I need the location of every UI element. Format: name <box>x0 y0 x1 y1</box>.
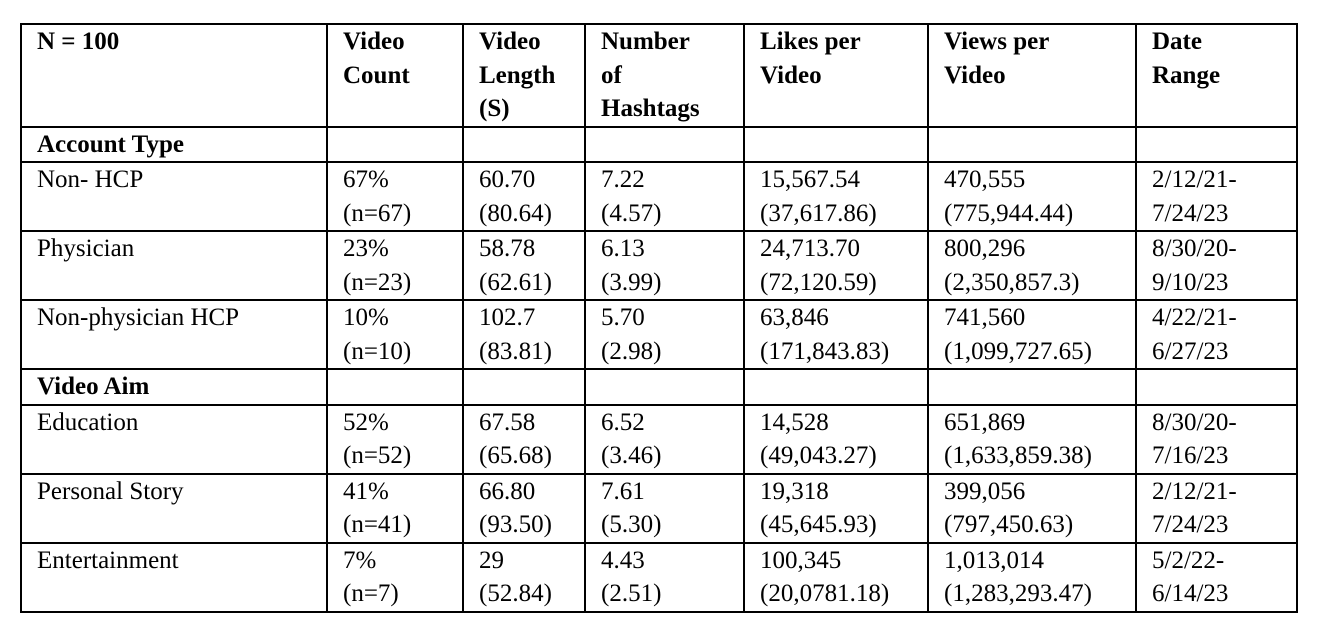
table-row: Physician 23% (n=23) 58.78 (62.61) 6.13 (3.… <box>20 230 1298 301</box>
views-cell: 1,013,014 (1,283,293.47) <box>927 541 1137 613</box>
views-cell: 651,869 (1,633,859.38) <box>927 403 1137 475</box>
header-number-of-hashtags: Number of Hashtags <box>584 23 745 128</box>
video-count-cell: 23% (n=23) <box>326 230 464 301</box>
table-row: Education 52% (n=52) 67.58 (65.68) 6.52 (3.… <box>20 403 1298 475</box>
video-length-cell: 60.70 (80.64) <box>462 161 586 232</box>
row-label-cell: Education <box>20 403 328 475</box>
row-label-cell: Non-physician HCP <box>20 299 328 370</box>
empty-cell <box>743 125 929 163</box>
date-range-cell: 8/30/20- 9/10/23 <box>1135 230 1298 301</box>
views-cell: 741,560 (1,099,727.65) <box>927 299 1137 370</box>
video-length-cell: 29 (52.84) <box>462 541 586 613</box>
header-video-count: Video Count <box>326 23 464 128</box>
hashtags-cell: 5.70 (2.98) <box>584 299 745 370</box>
likes-cell: 19,318 (45,645.93) <box>743 472 929 544</box>
date-range-cell: 2/12/21- 7/24/23 <box>1135 472 1298 544</box>
video-count-cell: 67% (n=67) <box>326 161 464 232</box>
hashtags-cell: 7.22 (4.57) <box>584 161 745 232</box>
video-count-cell: 41% (n=41) <box>326 472 464 544</box>
views-cell: 470,555 (775,944.44) <box>927 161 1137 232</box>
likes-cell: 100,345 (20,0781.18) <box>743 541 929 613</box>
empty-cell <box>462 368 586 406</box>
video-length-cell: 102.7 (83.81) <box>462 299 586 370</box>
views-cell: 399,056 (797,450.63) <box>927 472 1137 544</box>
row-label-cell: Personal Story <box>20 472 328 544</box>
row-label-cell: Entertainment <box>20 541 328 613</box>
empty-cell <box>584 125 745 163</box>
header-video-length: Video Length (S) <box>462 23 586 128</box>
header-views-per-video: Views per Video <box>927 23 1137 128</box>
empty-cell <box>1135 125 1298 163</box>
empty-cell <box>326 368 464 406</box>
table-row: Non-physician HCP 10% (n=10) 102.7 (83.81)… <box>20 299 1298 370</box>
empty-cell <box>743 368 929 406</box>
section-row: Account Type <box>20 125 1298 163</box>
hashtags-cell: 7.61 (5.30) <box>584 472 745 544</box>
empty-cell <box>462 125 586 163</box>
section-title: Account Type <box>20 125 328 163</box>
row-label-cell: Non- HCP <box>20 161 328 232</box>
date-range-cell: 8/30/20- 7/16/23 <box>1135 403 1298 475</box>
video-count-cell: 7% (n=7) <box>326 541 464 613</box>
header-date-range: Date Range <box>1135 23 1298 128</box>
header-row: N = 100 Video Count Video Length (S) Num… <box>20 23 1298 128</box>
likes-cell: 15,567.54 (37,617.86) <box>743 161 929 232</box>
video-length-cell: 66.80 (93.50) <box>462 472 586 544</box>
header-sample-size: N = 100 <box>20 23 328 128</box>
hashtags-cell: 6.52 (3.46) <box>584 403 745 475</box>
video-count-cell: 10% (n=10) <box>326 299 464 370</box>
empty-cell <box>927 125 1137 163</box>
video-length-cell: 67.58 (65.68) <box>462 403 586 475</box>
likes-cell: 63,846 (171,843.83) <box>743 299 929 370</box>
likes-cell: 14,528 (49,043.27) <box>743 403 929 475</box>
hashtags-cell: 4.43 (2.51) <box>584 541 745 613</box>
date-range-cell: 5/2/22- 6/14/23 <box>1135 541 1298 613</box>
views-cell: 800,296 (2,350,857.3) <box>927 230 1137 301</box>
empty-cell <box>326 125 464 163</box>
header-likes-per-video: Likes per Video <box>743 23 929 128</box>
date-range-cell: 4/22/21- 6/27/23 <box>1135 299 1298 370</box>
table-row: Personal Story 41% (n=41) 66.80 (93.50) 7.6… <box>20 472 1298 544</box>
table-row: Non- HCP 67% (n=67) 60.70 (80.64) 7.22 (4.5… <box>20 161 1298 232</box>
section-title: Video Aim <box>20 368 328 406</box>
empty-cell <box>584 368 745 406</box>
hashtags-cell: 6.13 (3.99) <box>584 230 745 301</box>
likes-cell: 24,713.70 (72,120.59) <box>743 230 929 301</box>
section-row: Video Aim <box>20 368 1298 406</box>
statistics-table: N = 100 Video Count Video Length (S) Num… <box>20 23 1298 613</box>
row-label-cell: Physician <box>20 230 328 301</box>
empty-cell <box>1135 368 1298 406</box>
date-range-cell: 2/12/21- 7/24/23 <box>1135 161 1298 232</box>
video-count-cell: 52% (n=52) <box>326 403 464 475</box>
video-length-cell: 58.78 (62.61) <box>462 230 586 301</box>
empty-cell <box>927 368 1137 406</box>
table-row: Entertainment 7% (n=7) 29 (52.84) 4.43 (2.5… <box>20 541 1298 613</box>
